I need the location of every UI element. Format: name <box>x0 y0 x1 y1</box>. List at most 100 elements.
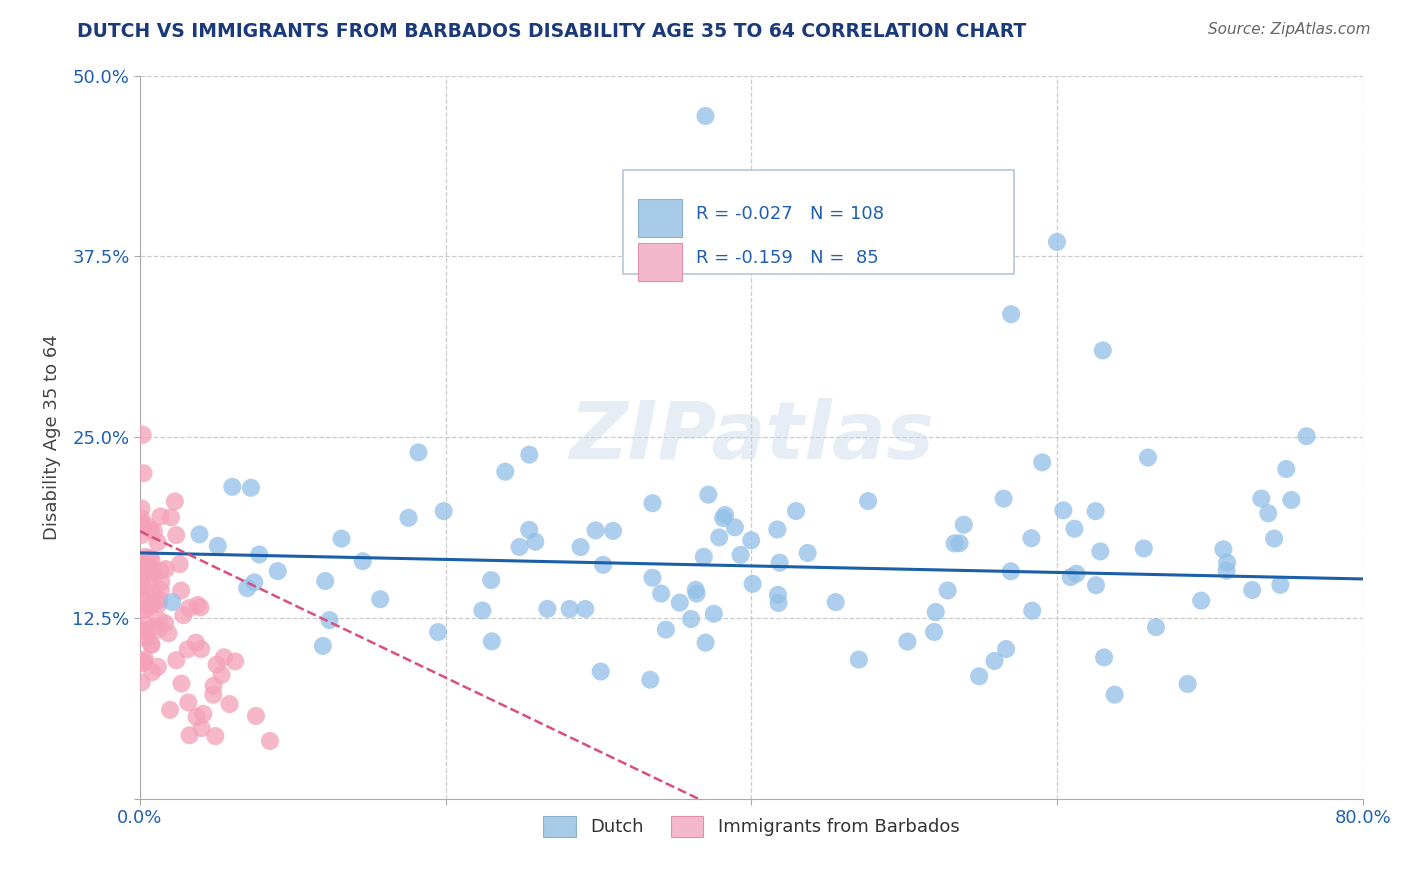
Point <box>1104 688 1126 702</box>
Point <box>155 562 177 576</box>
Point <box>205 657 228 672</box>
Point <box>796 546 818 560</box>
Point <box>148 623 170 637</box>
Point <box>141 638 163 652</box>
Point <box>995 642 1018 657</box>
Point <box>433 504 456 518</box>
Point <box>165 653 187 667</box>
Point <box>165 528 187 542</box>
Point <box>1021 604 1043 618</box>
Point <box>259 734 281 748</box>
Point <box>136 520 159 534</box>
Point <box>131 675 153 690</box>
Point <box>153 616 176 631</box>
Point <box>142 570 165 584</box>
Point <box>1295 429 1317 443</box>
Point <box>267 564 290 578</box>
Point <box>162 595 184 609</box>
Point <box>925 605 948 619</box>
Point <box>312 639 335 653</box>
Point <box>146 660 169 674</box>
Legend: Dutch, Immigrants from Barbados: Dutch, Immigrants from Barbados <box>536 809 967 844</box>
Point <box>638 673 661 687</box>
Point <box>697 488 720 502</box>
Point <box>163 494 186 508</box>
Point <box>703 607 725 621</box>
Point <box>179 728 201 742</box>
Point <box>149 564 172 578</box>
Point <box>1189 593 1212 607</box>
Point <box>132 656 155 670</box>
Point <box>768 596 790 610</box>
Point <box>1241 582 1264 597</box>
Point <box>132 624 155 638</box>
Point <box>1046 235 1069 249</box>
Point <box>724 520 747 534</box>
Point <box>368 592 391 607</box>
Point <box>1090 544 1112 558</box>
Point <box>245 709 267 723</box>
Point <box>1066 566 1088 581</box>
Point <box>711 511 734 525</box>
Text: R = -0.027   N = 108: R = -0.027 N = 108 <box>696 205 884 223</box>
Point <box>685 582 707 597</box>
Point <box>134 603 156 617</box>
Point <box>186 710 208 724</box>
Point <box>585 524 607 538</box>
Point <box>766 588 789 602</box>
Point <box>569 540 592 554</box>
Point <box>766 523 789 537</box>
FancyBboxPatch shape <box>623 169 1014 275</box>
Point <box>131 427 153 442</box>
Point <box>157 626 180 640</box>
Point <box>159 703 181 717</box>
Point <box>202 679 225 693</box>
Point <box>131 528 153 542</box>
Point <box>785 504 807 518</box>
Point <box>187 598 209 612</box>
Point <box>693 549 716 564</box>
Point <box>558 602 581 616</box>
Point <box>398 511 420 525</box>
Point <box>1052 503 1074 517</box>
Point <box>1031 455 1053 469</box>
Point <box>169 557 191 571</box>
Point <box>135 594 157 608</box>
Point <box>1279 493 1302 508</box>
Point <box>922 625 945 640</box>
Point <box>141 552 163 566</box>
Point <box>592 558 614 572</box>
Point <box>148 597 170 611</box>
Point <box>131 570 153 584</box>
Point <box>170 676 193 690</box>
Point <box>1000 565 1022 579</box>
Text: DUTCH VS IMMIGRANTS FROM BARBADOS DISABILITY AGE 35 TO 64 CORRELATION CHART: DUTCH VS IMMIGRANTS FROM BARBADOS DISABI… <box>77 22 1026 41</box>
Point <box>139 599 162 614</box>
Point <box>668 596 690 610</box>
Point <box>768 556 790 570</box>
Point <box>1215 564 1237 578</box>
Point <box>142 565 165 579</box>
Point <box>695 635 717 649</box>
Point <box>131 577 153 591</box>
Point <box>131 511 153 525</box>
Point <box>650 586 672 600</box>
Point <box>685 587 707 601</box>
FancyBboxPatch shape <box>638 199 682 236</box>
Point <box>236 581 259 595</box>
Point <box>135 618 157 632</box>
Point <box>139 523 162 537</box>
Point <box>131 565 153 579</box>
Point <box>824 595 846 609</box>
Point <box>1257 506 1279 520</box>
Point <box>408 445 430 459</box>
Point <box>172 608 194 623</box>
Point <box>135 631 157 645</box>
Point <box>149 583 172 598</box>
Point <box>695 109 717 123</box>
Point <box>179 601 201 615</box>
Point <box>427 625 450 640</box>
Point <box>224 654 246 668</box>
Point <box>1000 307 1022 321</box>
Point <box>641 496 664 510</box>
